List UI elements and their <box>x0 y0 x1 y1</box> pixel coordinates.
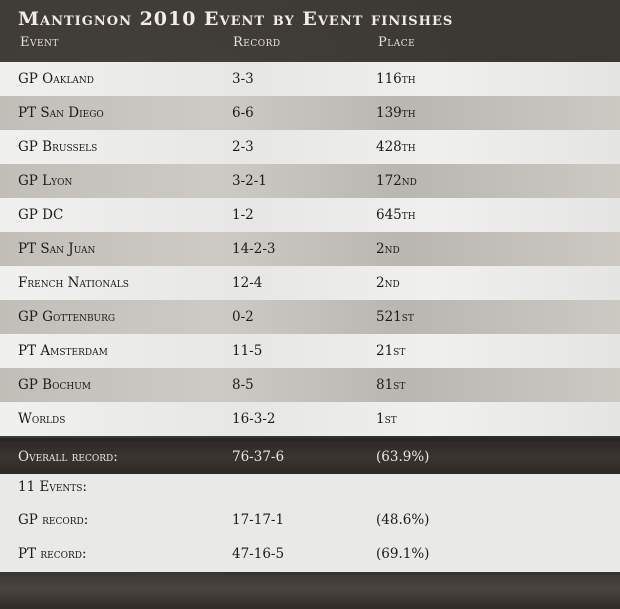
event-name: GP Gottenburg <box>18 309 116 325</box>
column-header-record: Record <box>233 35 281 50</box>
event-record: 16-3-2 <box>232 411 276 427</box>
event-record: 2-3 <box>232 139 254 155</box>
event-name: PT San Juan <box>18 241 96 257</box>
gp-record-percentage: (48.6%) <box>376 512 430 528</box>
event-place: 2nd <box>376 275 400 291</box>
event-record: 6-6 <box>232 105 254 121</box>
event-place: 2nd <box>376 241 400 257</box>
event-place: 81st <box>376 377 406 393</box>
summary-block: 11 Events: GP record: 17-17-1 (48.6%) PT… <box>0 474 620 572</box>
table-row: PT San Juan 14-2-3 2nd <box>0 232 620 266</box>
event-place: 521st <box>376 309 414 325</box>
event-place: 645th <box>376 207 416 223</box>
event-place: 21st <box>376 343 406 359</box>
event-name: French Nationals <box>18 275 129 291</box>
table-row: GP Bochum 8-5 81st <box>0 368 620 402</box>
event-name: GP Brussels <box>18 139 98 155</box>
event-place: 172nd <box>376 173 417 189</box>
event-record: 8-5 <box>232 377 254 393</box>
table-row: French Nationals 12-4 2nd <box>0 266 620 300</box>
table-row: GP Gottenburg 0-2 521st <box>0 300 620 334</box>
pt-record-row: PT record: 47-16-5 (69.1%) <box>0 538 620 572</box>
event-place: 116th <box>376 71 416 87</box>
event-record: 14-2-3 <box>232 241 276 257</box>
table-row: PT San Diego 6-6 139th <box>0 96 620 130</box>
events-count: 11 Events: <box>18 479 87 495</box>
event-name: GP Oakland <box>18 71 95 87</box>
footer-bar <box>0 575 620 609</box>
event-record: 1-2 <box>232 207 254 223</box>
event-place: 139th <box>376 105 416 121</box>
gp-record-label: GP record: <box>18 512 89 528</box>
overall-record-bar: Overall record: 76-37-6 (63.9%) <box>0 438 620 477</box>
event-record: 3-3 <box>232 71 254 87</box>
event-name: PT San Diego <box>18 105 104 121</box>
table-title: Mantignon 2010 Event by Event finishes <box>18 8 454 30</box>
event-name: PT Amsterdam <box>18 343 108 359</box>
pt-record-value: 47-16-5 <box>232 546 285 562</box>
event-record: 12-4 <box>232 275 263 291</box>
table-row: GP Lyon 3-2-1 172nd <box>0 164 620 198</box>
event-record: 11-5 <box>232 343 263 359</box>
table-row: GP Brussels 2-3 428th <box>0 130 620 164</box>
table-row: PT Amsterdam 11-5 21st <box>0 334 620 368</box>
event-place: 428th <box>376 139 416 155</box>
column-header-event: Event <box>20 35 59 50</box>
event-record: 0-2 <box>232 309 254 325</box>
table-row: GP DC 1-2 645th <box>0 198 620 232</box>
pt-record-percentage: (69.1%) <box>376 546 430 562</box>
table-row: Worlds 16-3-2 1st <box>0 402 620 436</box>
overall-label: Overall record: <box>18 449 118 465</box>
event-record: 3-2-1 <box>232 173 267 189</box>
pt-record-label: PT record: <box>18 546 87 562</box>
event-name: GP Lyon <box>18 173 73 189</box>
overall-record: 76-37-6 <box>232 449 285 465</box>
table-row: GP Oakland 3-3 116th <box>0 62 620 96</box>
event-place: 1st <box>376 411 397 427</box>
column-header-place: Place <box>378 35 416 50</box>
event-name: GP DC <box>18 207 64 223</box>
gp-record-value: 17-17-1 <box>232 512 285 528</box>
gp-record-row: GP record: 17-17-1 (48.6%) <box>0 504 620 538</box>
overall-percentage: (63.9%) <box>376 449 430 465</box>
event-name: GP Bochum <box>18 377 91 393</box>
event-rows: GP Oakland 3-3 116th PT San Diego 6-6 13… <box>0 62 620 436</box>
event-name: Worlds <box>18 411 66 427</box>
events-count-row: 11 Events: <box>0 474 620 504</box>
